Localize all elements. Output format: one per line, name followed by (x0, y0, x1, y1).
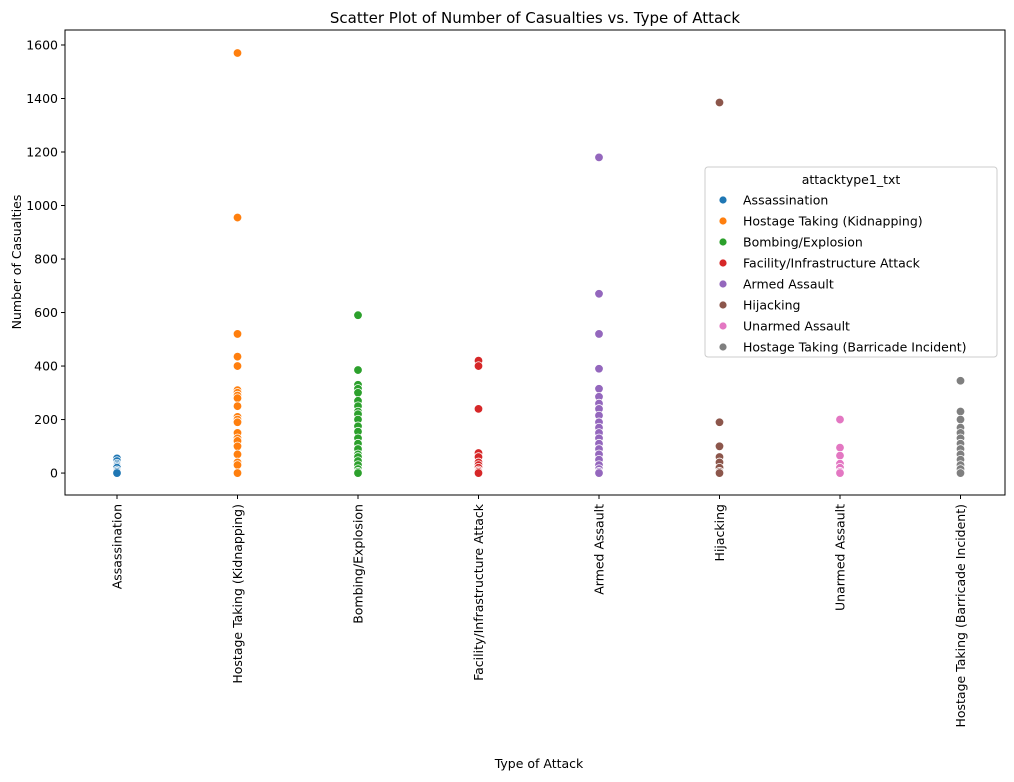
y-axis-label: Number of Casualties (9, 195, 24, 330)
point (835, 442, 845, 453)
x-tick-label: Hijacking (712, 504, 727, 561)
legend-label: Hostage Taking (Barricade Incident) (743, 340, 967, 355)
point (353, 365, 363, 375)
legend-marker (718, 258, 728, 268)
point (835, 468, 845, 478)
legend-label: Assassination (743, 193, 828, 208)
point (232, 393, 243, 403)
legend-marker (718, 321, 728, 331)
point (714, 417, 725, 427)
x-tick-label: Unarmed Assault (833, 504, 848, 611)
y-tick-label: 800 (34, 252, 58, 267)
legend-label: Facility/Infrastructure Attack (743, 256, 921, 271)
point (594, 152, 604, 163)
y-tick-label: 1200 (26, 145, 58, 160)
point (955, 468, 966, 478)
point (232, 48, 243, 58)
legend-box (704, 166, 998, 358)
point (714, 468, 725, 478)
y-tick-label: 1000 (26, 198, 58, 213)
point (232, 361, 243, 371)
y-tick-label: 1600 (26, 37, 58, 52)
point (232, 441, 243, 452)
x-tick-label: Hostage Taking (Kidnapping) (230, 504, 245, 684)
x-tick-label: Bombing/Explosion (351, 504, 366, 624)
point (353, 468, 363, 478)
y-tick-label: 600 (34, 305, 58, 320)
legend-marker (718, 237, 728, 247)
point (232, 329, 243, 339)
plot-frame (64, 29, 1006, 496)
point (955, 406, 966, 417)
point (714, 97, 725, 108)
point (835, 450, 845, 461)
legend-label: Bombing/Explosion (743, 235, 863, 250)
y-tick-label: 400 (34, 359, 58, 374)
point (353, 310, 363, 320)
point (112, 468, 122, 478)
point (835, 414, 845, 425)
x-tick-label: Hostage Taking (Barricade Incident) (953, 504, 968, 728)
chart-title: Scatter Plot of Number of Casualties vs.… (330, 9, 740, 27)
point (232, 460, 243, 470)
point (232, 449, 243, 460)
legend-marker (718, 216, 728, 226)
point (232, 212, 243, 223)
x-tick-label: Facility/Infrastructure Attack (471, 503, 486, 681)
y-tick-label: 200 (34, 412, 58, 427)
point (594, 364, 604, 374)
legend-marker (718, 342, 728, 352)
point (594, 384, 604, 394)
x-tick-label: Assassination (110, 504, 125, 589)
legend-label: Unarmed Assault (743, 319, 850, 334)
y-tick-label: 1400 (26, 91, 58, 106)
legend-label: Hijacking (743, 298, 800, 313)
point (594, 468, 604, 478)
legend-marker (718, 195, 728, 205)
legend-label: Hostage Taking (Kidnapping) (743, 214, 923, 229)
legend-marker (718, 300, 728, 310)
y-tick-label: 0 (50, 466, 58, 481)
legend-marker (718, 279, 728, 289)
point (232, 468, 243, 478)
point (473, 361, 484, 371)
point (955, 414, 966, 425)
point (594, 289, 604, 299)
point (714, 441, 725, 452)
point (594, 329, 604, 339)
legend-label: Armed Assault (743, 277, 834, 292)
point (353, 388, 363, 398)
point (473, 468, 484, 478)
point (955, 376, 966, 386)
point (232, 351, 243, 362)
point (232, 417, 243, 427)
point (473, 404, 484, 414)
x-tick-label: Armed Assault (592, 504, 607, 595)
legend-title: attacktype1_txt (802, 172, 901, 187)
x-axis-label: Type of Attack (494, 756, 584, 771)
point (232, 401, 243, 411)
